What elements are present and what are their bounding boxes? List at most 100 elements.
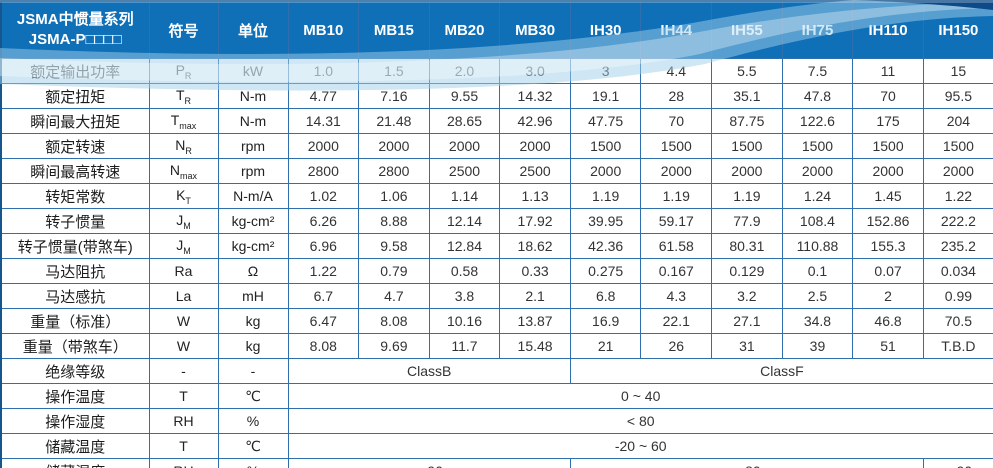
value-cell: 16.9: [569, 308, 642, 334]
header-row: JSMA中惯量系列 JSMA-P□□□□ 符号 单位 MB10 MB15 MB2…: [0, 0, 993, 59]
value-cell: 108.4: [781, 208, 854, 234]
value-cell: 1.22: [287, 258, 360, 284]
value-cell: 14.31: [287, 108, 360, 134]
symbol-cell: La: [148, 283, 219, 309]
symbol-cell: JM: [148, 208, 219, 234]
column-header-model: IH150: [922, 0, 993, 59]
table-row: 额定输出功率 PR kW 1.0 1.5 2.0 3.0 3 4.4 5.5 7.5 11 15: [0, 58, 993, 84]
value-cell: 1.0: [287, 58, 360, 84]
unit-cell: -: [217, 358, 289, 384]
row-label: 重量（带煞车）: [0, 333, 150, 359]
value-cell: 4.77: [287, 83, 360, 109]
value-cell: 110.88: [781, 233, 854, 259]
value-cell: 1.06: [358, 183, 430, 209]
value-cell: 2500: [499, 158, 571, 184]
value-cell: 1.19: [640, 183, 713, 209]
column-header-model: MB15: [358, 0, 430, 59]
symbol-cell: NR: [148, 133, 219, 159]
symbol-cell: T: [148, 383, 219, 409]
column-header-model: IH110: [852, 0, 924, 59]
value-cell: 39.95: [569, 208, 642, 234]
series-title-line1: JSMA中惯量系列: [16, 10, 134, 28]
row-label: 操作温度: [0, 383, 150, 409]
value-cell: 1.19: [569, 183, 642, 209]
value-cell: 4.3: [640, 283, 713, 309]
table-row: 操作湿度 RH% < 80: [0, 408, 993, 434]
value-cell: 1.13: [499, 183, 571, 209]
value-cell: 9.55: [428, 83, 501, 109]
row-label: 马达阻抗: [0, 258, 150, 284]
value-cell: 31: [711, 333, 783, 359]
value-cell: 8.88: [358, 208, 430, 234]
table-row: 瞬间最高转速 Nmax rpm 2800 2800 2500 2500 2000 2000 200…: [0, 158, 993, 184]
value-cell: 0.1: [781, 258, 854, 284]
value-cell: 11: [852, 58, 924, 84]
table-row: 储藏温度 T ℃ -20 ~ 60: [0, 433, 993, 459]
value-cell: 70: [852, 83, 924, 109]
value-cell: 21.48: [358, 108, 430, 134]
symbol-cell: Ra: [148, 258, 219, 284]
unit-cell: rpm: [217, 133, 289, 159]
table-row: 瞬间最大扭矩 Tmax N-m 14.31 21.48 28.65 42.96 47.75 70…: [0, 108, 993, 134]
unit-cell: kg-cm²: [217, 233, 289, 259]
row-label: 操作湿度: [0, 408, 150, 434]
value-cell: 28: [640, 83, 713, 109]
value-cell: 47.8: [781, 83, 854, 109]
value-cell: 2000: [640, 158, 713, 184]
value-cell: 0.33: [499, 258, 571, 284]
value-cell: 0.58: [428, 258, 501, 284]
value-cell: 4.7: [358, 283, 430, 309]
table-row: 储藏湿度RH%< 90< 80< 90: [0, 458, 993, 468]
unit-cell: N-m: [217, 83, 289, 109]
value-cell: 155.3: [852, 233, 924, 259]
value-cell: 1.14: [428, 183, 501, 209]
table-header: JSMA中惯量系列 JSMA-P□□□□ 符号 单位 MB10 MB15 MB2…: [0, 0, 993, 59]
value-cell: 2800: [358, 158, 430, 184]
value-cell: 0.275: [569, 258, 642, 284]
symbol-cell: RH: [148, 458, 219, 468]
value-cell: < 80: [569, 458, 924, 468]
value-cell: 39: [781, 333, 854, 359]
value-cell: 5.5: [711, 58, 783, 84]
value-cell: 1500: [640, 133, 713, 159]
value-cell: 47.75: [569, 108, 642, 134]
value-cell: 6.96: [287, 233, 360, 259]
row-label: 额定输出功率: [0, 58, 150, 84]
column-header-model: IH30: [569, 0, 642, 59]
symbol-cell: JM: [148, 233, 219, 259]
symbol-cell: TR: [148, 83, 219, 109]
symbol-cell: RH: [148, 408, 219, 434]
row-label: 绝缘等级: [0, 358, 150, 384]
symbol-cell: W: [148, 308, 219, 334]
unit-cell: kg: [217, 333, 289, 359]
value-cell: 3: [569, 58, 642, 84]
value-cell: 2000: [922, 158, 993, 184]
table-row: 转子惯量(带煞车) JM kg-cm² 6.96 9.58 12.84 18.62 42.36…: [0, 233, 993, 259]
value-cell: 12.14: [428, 208, 501, 234]
value-cell: 3.2: [711, 283, 783, 309]
value-cell: 6.26: [287, 208, 360, 234]
value-cell: 1.22: [922, 183, 993, 209]
unit-cell: ℃: [217, 383, 289, 409]
value-cell: 175: [852, 108, 924, 134]
row-label: 瞬间最高转速: [0, 158, 150, 184]
value-cell: 2: [852, 283, 924, 309]
value-cell: 70.5: [922, 308, 993, 334]
value-cell: 2000: [781, 158, 854, 184]
row-label: 额定转速: [0, 133, 150, 159]
table-row: 转子惯量 JM kg-cm² 6.26 8.88 12.14 17.92 39.95 59.17…: [0, 208, 993, 234]
value-cell: 15.48: [499, 333, 571, 359]
value-cell: 3.0: [499, 58, 571, 84]
unit-cell: rpm: [217, 158, 289, 184]
table-row: 马达阻抗 Ra Ω 1.22 0.79 0.58 0.33 0.275 0.167 0.129 0.…: [0, 258, 993, 284]
value-cell: 0.99: [922, 283, 993, 309]
value-cell: 7.5: [781, 58, 854, 84]
value-cell: 3.8: [428, 283, 501, 309]
table-row: 马达感抗 La mH 6.7 4.7 3.8 2.1 6.8 4.3 3.2 2.5 2 0.99: [0, 283, 993, 309]
value-cell: 51: [852, 333, 924, 359]
column-header-model: IH44: [640, 0, 713, 59]
value-cell: 17.92: [499, 208, 571, 234]
value-cell: 26: [640, 333, 713, 359]
